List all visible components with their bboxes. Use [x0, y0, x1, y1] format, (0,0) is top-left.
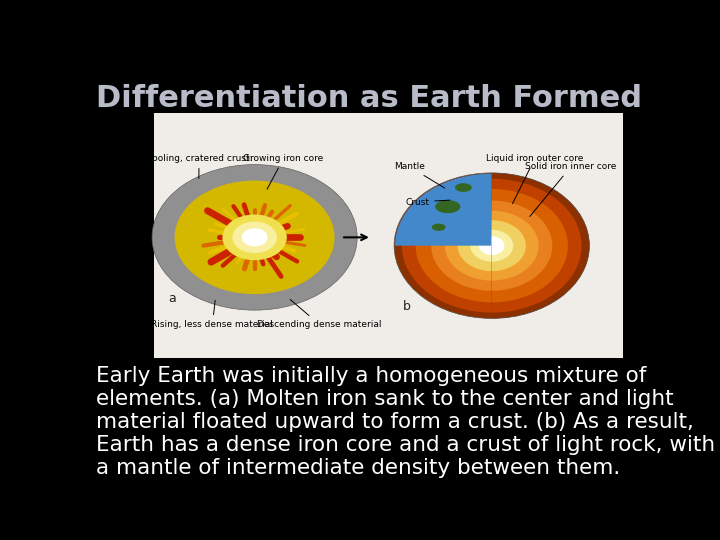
Ellipse shape — [455, 183, 472, 192]
Ellipse shape — [233, 221, 277, 253]
Ellipse shape — [415, 189, 568, 302]
Text: elements. (a) Molten iron sank to the center and light: elements. (a) Molten iron sank to the ce… — [96, 389, 673, 409]
Text: Solid iron inner core: Solid iron inner core — [526, 162, 616, 217]
Text: b: b — [402, 300, 410, 313]
Ellipse shape — [436, 200, 460, 213]
Ellipse shape — [175, 180, 335, 294]
Wedge shape — [492, 230, 513, 262]
Wedge shape — [492, 189, 568, 302]
Text: a mantle of intermediate density between them.: a mantle of intermediate density between… — [96, 458, 620, 478]
Text: Crust: Crust — [405, 198, 450, 206]
Text: a: a — [168, 292, 176, 305]
Text: Growing iron core: Growing iron core — [243, 154, 324, 189]
Wedge shape — [492, 179, 582, 313]
Ellipse shape — [470, 230, 513, 262]
Ellipse shape — [242, 228, 268, 246]
Text: Liquid iron outer core: Liquid iron outer core — [486, 154, 583, 204]
Text: Earth has a dense iron core and a crust of light rock, with: Earth has a dense iron core and a crust … — [96, 435, 715, 455]
Ellipse shape — [431, 200, 552, 291]
Wedge shape — [492, 173, 590, 319]
Ellipse shape — [432, 224, 446, 231]
Ellipse shape — [394, 173, 590, 319]
Text: Cooling, cratered crust:: Cooling, cratered crust: — [145, 154, 252, 178]
Text: Early Earth was initially a homogeneous mixture of: Early Earth was initially a homogeneous … — [96, 366, 646, 386]
Text: Differentiation as Earth Formed: Differentiation as Earth Formed — [96, 84, 642, 112]
Ellipse shape — [152, 165, 357, 310]
Wedge shape — [395, 174, 492, 246]
Text: Rising, less dense material: Rising, less dense material — [151, 300, 274, 329]
Ellipse shape — [402, 179, 582, 313]
Ellipse shape — [479, 236, 505, 255]
Ellipse shape — [458, 220, 526, 271]
Text: material floated upward to form a crust. (b) As a result,: material floated upward to form a crust.… — [96, 412, 693, 432]
Wedge shape — [492, 200, 552, 291]
Text: Descending dense material: Descending dense material — [258, 300, 382, 329]
Wedge shape — [492, 236, 505, 255]
Ellipse shape — [222, 214, 287, 260]
Wedge shape — [492, 220, 526, 271]
Ellipse shape — [445, 211, 539, 281]
Wedge shape — [492, 211, 539, 281]
Text: Mantle: Mantle — [394, 162, 445, 188]
Bar — [154, 113, 623, 358]
